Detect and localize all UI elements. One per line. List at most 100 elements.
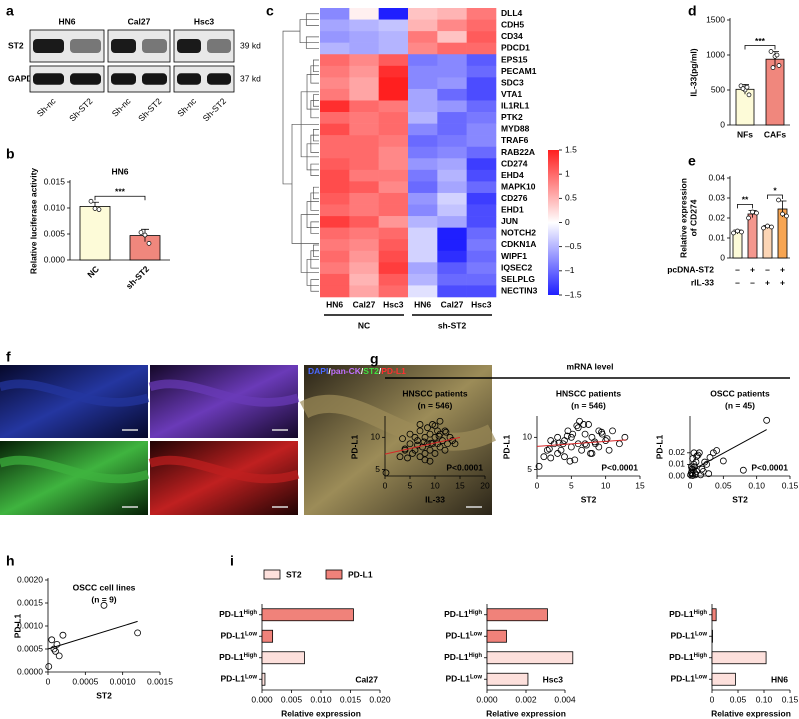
data-point	[435, 432, 443, 440]
tissue-structure	[299, 394, 497, 451]
data-point	[431, 450, 439, 457]
x-tick-label: 10	[601, 480, 611, 490]
data-point	[416, 453, 424, 461]
data-point	[567, 443, 575, 451]
heatmap-cell	[378, 123, 409, 136]
data-point	[426, 430, 434, 438]
data-point	[585, 421, 592, 428]
row-label: CD274	[501, 158, 528, 168]
group-label: Cal27	[128, 16, 151, 26]
group-label: HN6	[58, 16, 75, 26]
label-base: PD-L1	[219, 609, 244, 619]
heatmap-cell	[378, 54, 409, 67]
row-label: MAPK10	[501, 181, 536, 191]
y-axis-label: of CD274	[688, 199, 698, 236]
data-point	[595, 443, 603, 451]
heatmap-cell	[349, 192, 379, 205]
bar	[711, 672, 736, 686]
x-tick-label: 0.005	[281, 694, 303, 704]
significance-bracket	[94, 195, 146, 201]
label-superscript: Low	[470, 674, 482, 680]
heatmap-cell	[466, 42, 497, 55]
chart-title: HN6	[111, 166, 128, 176]
lane-label: Sh-nc	[35, 95, 58, 118]
y-tick-label: 0	[720, 252, 725, 262]
column-label: HN6	[326, 299, 343, 309]
heatmap-cell	[466, 192, 497, 205]
heatmap-cell	[466, 204, 497, 217]
bar	[261, 651, 305, 665]
legend-swatch	[263, 569, 281, 580]
condition-sign: +	[750, 264, 755, 274]
heatmap-cell	[378, 112, 409, 124]
x-tick-label: sh-ST2	[124, 264, 151, 291]
heatmap-cell	[378, 31, 409, 43]
data-point	[416, 427, 424, 435]
heatmap-cell	[437, 42, 467, 55]
heatmap-cell	[349, 239, 379, 252]
chart-title: OSCC cell lines	[73, 582, 136, 592]
data-point	[580, 421, 588, 428]
data-point	[543, 446, 551, 454]
data-point	[566, 457, 574, 465]
x-tick-label: 0.000	[476, 694, 498, 704]
legend-swatch	[325, 569, 343, 580]
data-point	[768, 49, 774, 54]
heatmap-cell	[320, 123, 350, 136]
x-tick-label: 0	[46, 676, 51, 686]
data-point	[713, 447, 721, 454]
condition-sign: –	[735, 277, 740, 287]
row-label: JUN	[501, 216, 518, 226]
lane-label: Sh-ST2	[67, 96, 95, 124]
y-tick-label: PD-L1High	[669, 652, 707, 662]
heatmap-cell	[349, 135, 379, 148]
data-point	[587, 450, 594, 457]
heatmap-cell	[408, 123, 438, 136]
heatmap-cell	[466, 285, 497, 298]
bar	[732, 231, 743, 259]
heatmap-cell	[349, 262, 379, 275]
chart-title: OSCC patients	[710, 388, 770, 398]
data-point	[765, 223, 770, 229]
x-tick-label: 0.010	[310, 694, 332, 704]
condition-sign: –	[735, 264, 740, 274]
data-point	[739, 466, 747, 474]
heatmap-cell	[349, 204, 379, 217]
heatmap-cell	[437, 19, 467, 32]
x-axis-label: ST2	[732, 494, 748, 504]
blot-band	[142, 38, 167, 54]
bar	[711, 629, 713, 643]
heatmap-cell	[320, 112, 350, 124]
data-point	[776, 197, 781, 203]
condition-sign: +	[780, 264, 785, 274]
condition-sign: +	[780, 277, 785, 287]
label-base: PD-L1	[445, 631, 470, 641]
heatmap-cell	[408, 204, 438, 217]
row-label: VTA1	[501, 89, 522, 99]
y-tick-label: PD-L1Low	[670, 674, 707, 684]
data-point	[88, 198, 94, 204]
data-point	[754, 210, 759, 216]
heatmap-cell	[408, 19, 438, 32]
heatmap-cell	[408, 250, 438, 263]
data-point	[404, 454, 411, 462]
heatmap-cell	[466, 216, 497, 228]
data-point	[545, 445, 553, 453]
significance-label: ***	[115, 187, 126, 197]
heatmap-cell	[437, 262, 467, 275]
label-base: PD-L1	[670, 631, 695, 641]
data-point	[414, 437, 421, 444]
fit-line	[689, 429, 767, 472]
color-tick-label: 0	[565, 217, 570, 227]
heatmap-cell	[466, 112, 497, 124]
heatmap-cell	[408, 54, 438, 67]
dendrogram	[282, 13, 319, 292]
heatmap-cell	[408, 239, 438, 252]
color-bar	[548, 150, 559, 295]
column-label: HN6	[414, 299, 431, 309]
x-axis-label: Relative expression	[281, 708, 361, 718]
bar	[711, 651, 767, 665]
data-point	[406, 440, 414, 448]
data-point	[609, 427, 616, 435]
